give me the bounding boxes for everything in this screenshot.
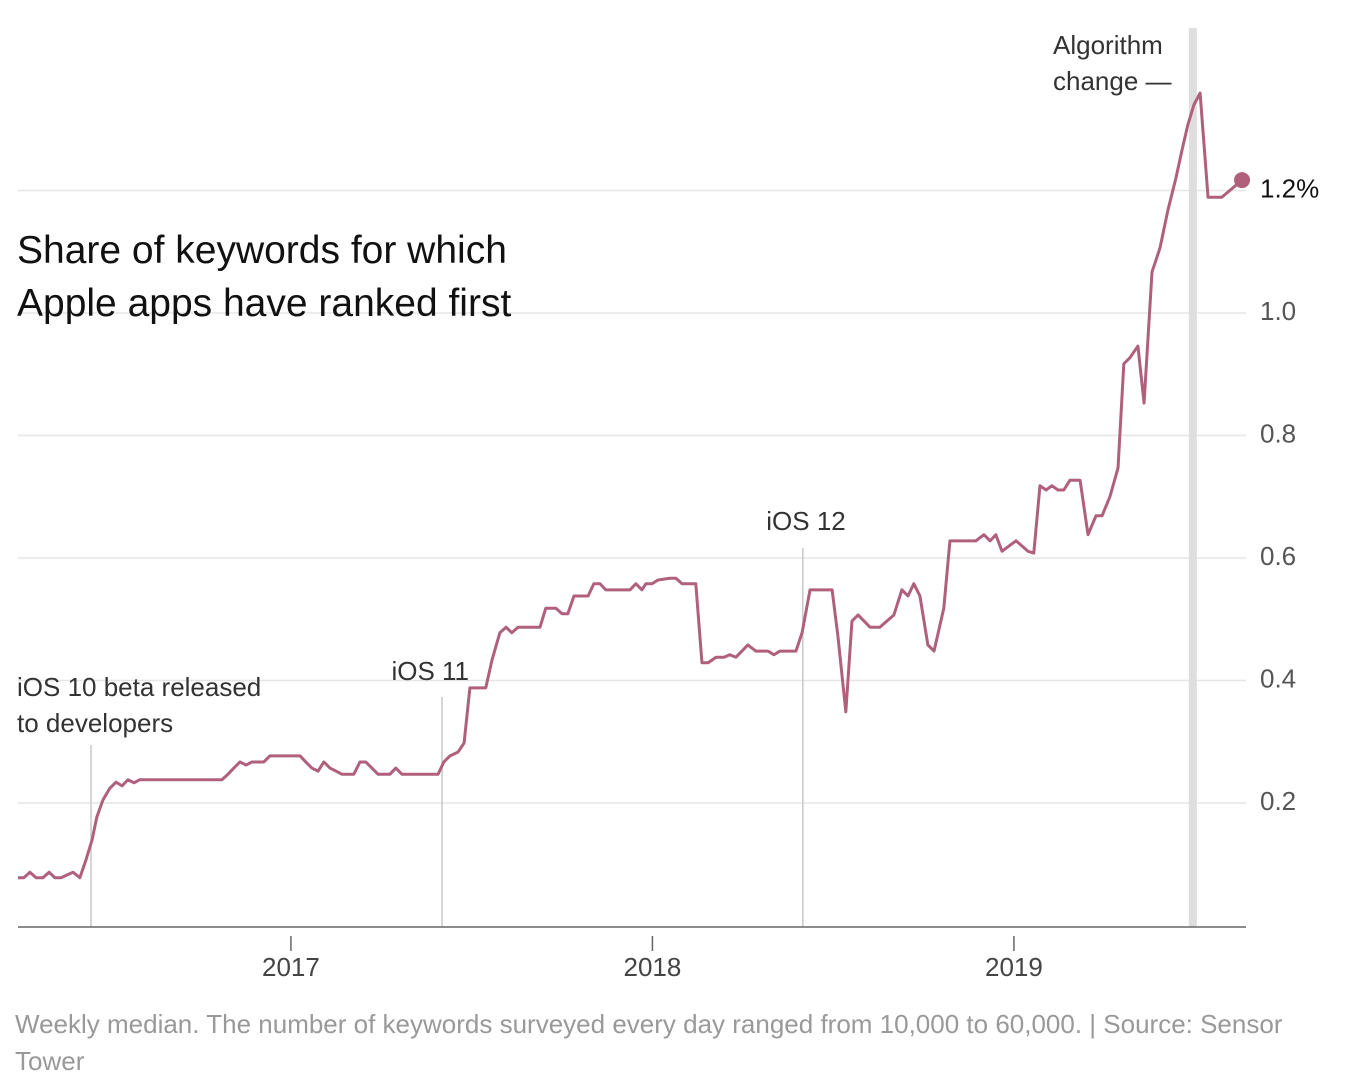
x-tick-label: 2018 <box>624 952 682 982</box>
data-line <box>18 91 1243 880</box>
x-tick-label: 2017 <box>262 952 320 982</box>
y-tick-label: 0.4 <box>1260 663 1296 693</box>
x-tick-label: 2019 <box>985 952 1043 982</box>
annotation-text: iOS 10 beta released <box>17 672 261 702</box>
annotation-text: iOS 12 <box>766 506 846 536</box>
annotation-text: iOS 11 <box>391 656 469 686</box>
y-tick-label: 0.6 <box>1260 541 1296 571</box>
annotation-text: Algorithm <box>1053 30 1163 60</box>
annotation-text: change — <box>1053 66 1172 96</box>
y-tick-label: 1.0 <box>1260 296 1296 326</box>
y-tick-label: 0.2 <box>1260 786 1296 816</box>
end-point <box>1234 172 1251 189</box>
source-note: Weekly median. The number of keywords su… <box>15 1009 1283 1076</box>
annotation-text: to developers <box>17 708 173 738</box>
chart-title: Share of keywords for which Apple apps h… <box>17 229 512 325</box>
y-tick-label: 1.2% <box>1260 173 1319 203</box>
y-tick-label: 0.8 <box>1260 418 1296 448</box>
